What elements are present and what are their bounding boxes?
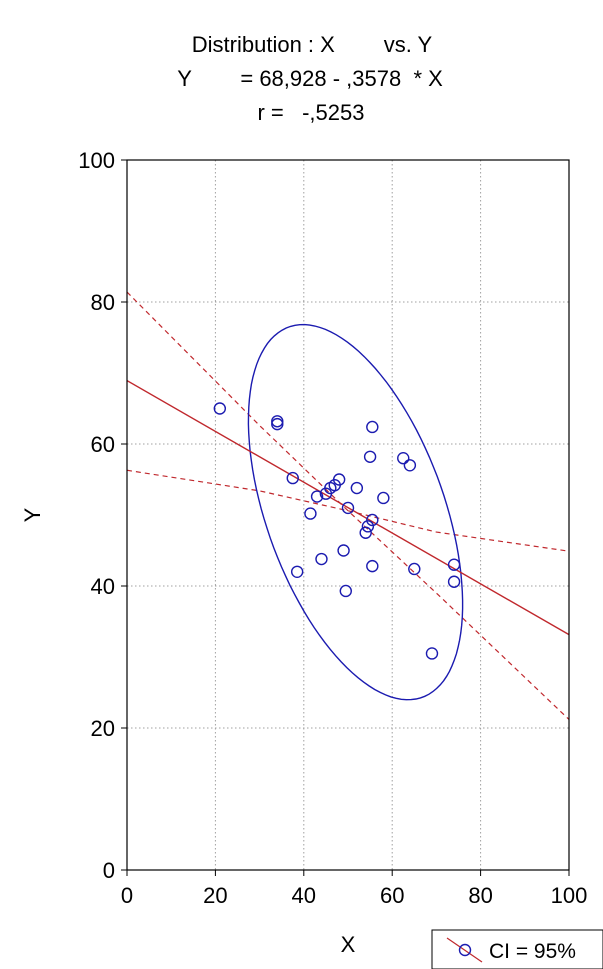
legend-label: CI = 95%	[489, 940, 576, 963]
data-point	[403, 459, 417, 472]
y-tick-label: 60	[91, 432, 115, 457]
legend: CI = 95%	[431, 929, 603, 969]
data-point	[366, 420, 379, 434]
data-point	[363, 450, 377, 463]
regression-equation: Y = 68,928 - ,3578 * X	[177, 66, 443, 91]
data-point	[213, 402, 227, 415]
regression-line	[126, 380, 570, 636]
axis-ticks: 0 20 40 60 80 100 0 20 40 60 80 100	[78, 148, 587, 908]
data-point	[447, 575, 461, 588]
x-axis-label: X	[341, 932, 356, 957]
grid	[127, 160, 569, 870]
data-point	[408, 562, 421, 576]
data-point	[332, 473, 346, 486]
confidence-band-lower	[126, 469, 570, 552]
data-point	[310, 490, 324, 503]
data-point	[341, 501, 355, 515]
confidence-band-upper	[126, 291, 570, 720]
x-tick-label: 0	[121, 883, 133, 908]
data-point	[447, 558, 461, 571]
data-point	[315, 552, 328, 566]
y-tick-label: 40	[91, 574, 115, 599]
data-point	[286, 471, 299, 485]
legend-line-icon	[446, 937, 483, 963]
data-point	[350, 481, 364, 495]
data-point	[339, 584, 352, 598]
y-tick-label: 0	[103, 858, 115, 883]
confidence-band	[126, 291, 570, 720]
legend-marker-icon	[458, 943, 472, 957]
y-tick-label: 80	[91, 290, 115, 315]
data-point	[397, 452, 410, 465]
data-point	[271, 417, 284, 431]
y-tick-label: 100	[78, 148, 115, 173]
x-tick-label: 60	[380, 883, 404, 908]
data-point	[425, 647, 439, 660]
data-point	[337, 544, 350, 557]
x-tick-label: 20	[203, 883, 227, 908]
data-point	[271, 415, 284, 428]
y-tick-label: 20	[91, 716, 115, 741]
data-point	[366, 513, 379, 527]
x-tick-label: 80	[468, 883, 492, 908]
data-point	[361, 520, 375, 533]
legend-box	[431, 929, 603, 969]
plot-frame	[126, 159, 570, 871]
chart-title: Distribution : X vs. Y	[192, 32, 433, 57]
data-point	[377, 491, 390, 505]
regression-layer	[126, 380, 570, 636]
data-point	[304, 507, 317, 520]
data-points	[213, 402, 461, 660]
confidence-ellipse-layer	[247, 323, 464, 701]
data-point	[290, 565, 304, 578]
x-tick-label: 100	[551, 883, 588, 908]
correlation-label: r = -,5253	[257, 100, 364, 125]
confidence-ellipse	[247, 323, 464, 701]
y-axis-label: Y	[20, 507, 45, 522]
data-point	[366, 559, 379, 573]
x-tick-label: 40	[292, 883, 316, 908]
data-point	[359, 526, 372, 539]
